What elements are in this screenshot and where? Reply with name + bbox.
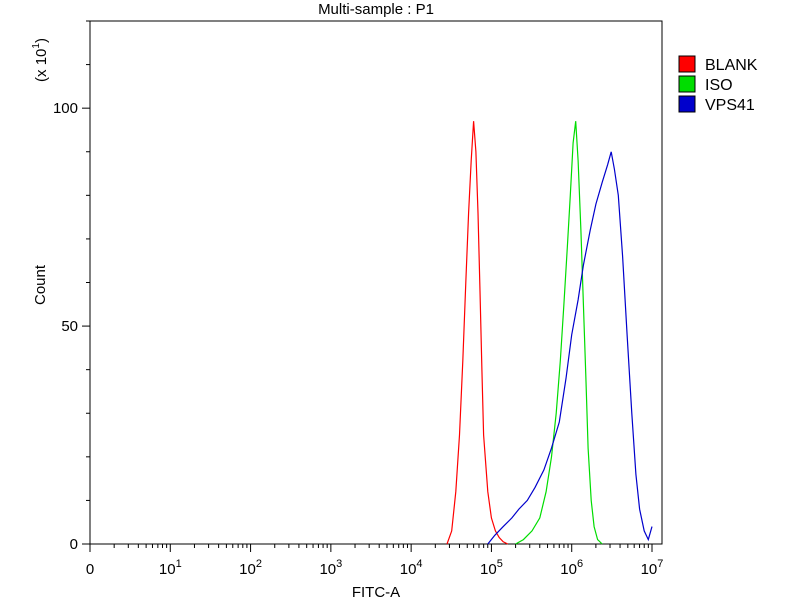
y-tick-label: 100 [53, 100, 78, 117]
y-tick-label: 0 [70, 536, 78, 553]
legend-swatch-iso [678, 75, 696, 93]
chart-title: Multi-sample : P1 [318, 1, 434, 18]
x-tick-label: 102 [239, 558, 262, 578]
x-tick-label: 105 [480, 558, 503, 578]
series-layer [446, 121, 653, 545]
x-tick-exponent: 6 [577, 558, 583, 570]
x-tick-exponent: 3 [336, 558, 342, 570]
legend: BLANK ISO VPS41 [678, 55, 758, 114]
legend-swatch-blank [678, 55, 696, 73]
x-tick-exponent: 2 [256, 558, 262, 570]
x-tick-label: 107 [641, 558, 664, 578]
y-axis-label: Count [32, 264, 49, 305]
x-tick-exponent: 5 [497, 558, 503, 570]
x-tick-base: 10 [159, 561, 176, 578]
x-tick-exponent: 4 [416, 558, 422, 570]
y-multiplier-exponent: 1 [31, 43, 42, 49]
legend-swatch-vps41 [678, 95, 696, 113]
x-axis-ticks: 0 101 102 103 104 105 106 107 [86, 544, 664, 578]
y-axis-ticks: 0 50 100 [53, 20, 90, 553]
y-tick-label: 50 [61, 318, 78, 335]
x-tick-base: 10 [400, 561, 417, 578]
x-tick-base: 10 [319, 561, 336, 578]
svg-text:(x 101): (x 101) [31, 38, 50, 82]
x-axis-label: FITC-A [352, 584, 400, 600]
x-tick-exponent: 1 [176, 558, 182, 570]
y-axis-multiplier: (x 101) [31, 38, 50, 82]
series-line-vps41 [487, 151, 653, 545]
series-line-iso [515, 121, 603, 545]
y-multiplier-label: (x 10 [33, 49, 50, 82]
x-tick-label: 101 [159, 558, 182, 578]
legend-label-vps41: VPS41 [705, 97, 755, 114]
x-tick-label: 104 [400, 558, 423, 578]
x-tick-exponent: 7 [657, 558, 663, 570]
x-tick-label: 103 [319, 558, 342, 578]
x-tick-base: 10 [560, 561, 577, 578]
legend-label-iso: ISO [705, 77, 733, 94]
x-tick-base: 10 [239, 561, 256, 578]
y-multiplier-close: ) [33, 38, 50, 43]
x-tick-label-zero: 0 [86, 561, 94, 578]
x-tick-base: 10 [641, 561, 658, 578]
x-tick-label: 106 [560, 558, 583, 578]
series-line-blank [446, 121, 509, 545]
plot-frame [89, 20, 663, 545]
legend-label-blank: BLANK [705, 57, 758, 74]
x-tick-base: 10 [480, 561, 497, 578]
